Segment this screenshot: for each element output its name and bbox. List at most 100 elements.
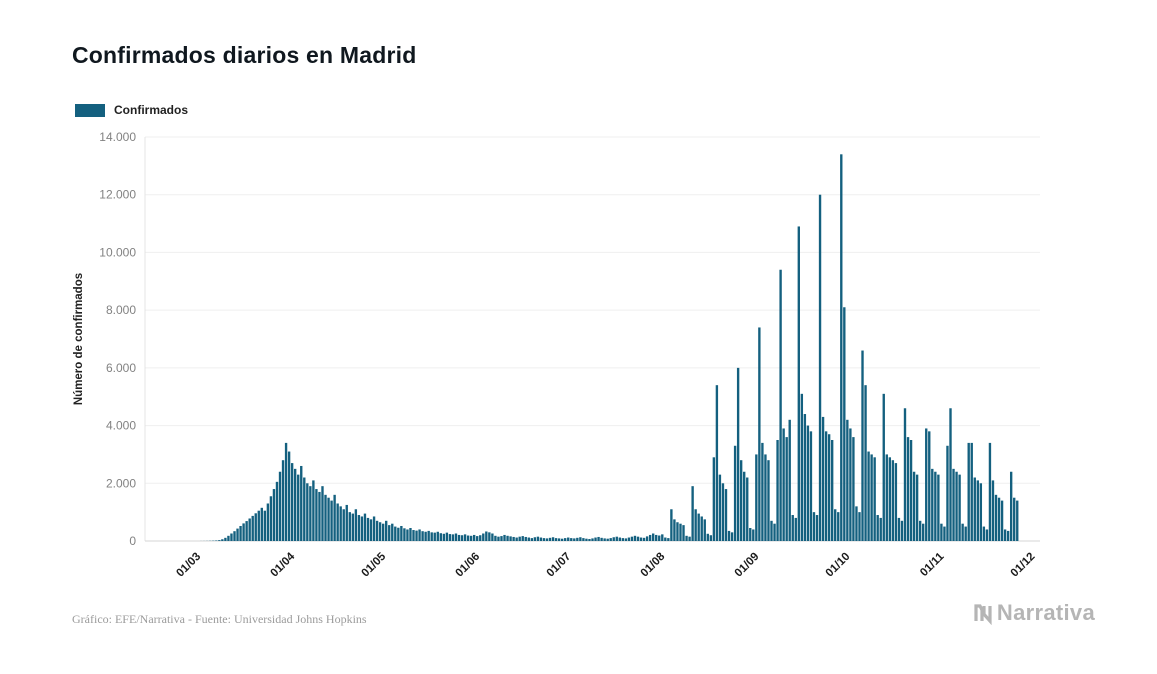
bar[interactable] [318, 491, 321, 541]
bar[interactable] [284, 442, 288, 541]
bar[interactable] [645, 536, 649, 541]
bar[interactable] [1003, 529, 1007, 541]
bar[interactable] [327, 497, 330, 541]
bar[interactable] [624, 538, 628, 541]
bar[interactable] [797, 226, 800, 541]
bar[interactable] [263, 510, 267, 541]
bar[interactable] [515, 537, 518, 541]
bar[interactable] [661, 534, 664, 541]
bar[interactable] [664, 537, 667, 541]
bar[interactable] [633, 535, 637, 541]
bar[interactable] [497, 536, 500, 541]
legend-item-confirmados[interactable]: Confirmados [75, 103, 188, 117]
bar[interactable] [530, 538, 534, 541]
bar[interactable] [451, 534, 455, 541]
bar[interactable] [482, 533, 485, 542]
bar[interactable] [837, 512, 840, 541]
bar[interactable] [934, 471, 937, 541]
bar[interactable] [888, 457, 892, 541]
bar[interactable] [867, 451, 870, 541]
bar[interactable] [703, 519, 706, 541]
bar[interactable] [260, 507, 263, 541]
bar[interactable] [215, 540, 218, 541]
bar[interactable] [521, 536, 524, 541]
bar[interactable] [385, 520, 388, 541]
bar[interactable] [360, 516, 364, 541]
bar[interactable] [579, 537, 582, 541]
bar[interactable] [879, 517, 882, 541]
bar[interactable] [597, 536, 600, 541]
bar[interactable] [448, 534, 452, 541]
bar[interactable] [463, 534, 467, 541]
bar[interactable] [718, 474, 722, 541]
bar[interactable] [227, 535, 230, 541]
bar[interactable] [560, 538, 564, 541]
bar[interactable] [767, 460, 770, 541]
bar[interactable] [991, 480, 995, 541]
bar[interactable] [922, 523, 925, 541]
bar[interactable] [770, 520, 773, 541]
bar[interactable] [746, 477, 749, 541]
bar[interactable] [381, 523, 385, 541]
bar[interactable] [439, 533, 442, 541]
bar[interactable] [418, 529, 421, 541]
bar[interactable] [333, 494, 336, 541]
bar[interactable] [506, 535, 509, 541]
bar[interactable] [897, 517, 901, 541]
bar[interactable] [727, 530, 731, 541]
bar[interactable] [670, 509, 673, 541]
bar[interactable] [630, 536, 634, 541]
bar[interactable] [915, 474, 919, 541]
bar[interactable] [621, 538, 625, 541]
bar[interactable] [366, 517, 370, 541]
bar[interactable] [345, 504, 348, 541]
bar[interactable] [679, 523, 682, 541]
bar[interactable] [281, 460, 285, 541]
bar[interactable] [221, 539, 224, 541]
bar[interactable] [803, 414, 807, 541]
bar[interactable] [791, 515, 794, 541]
bar[interactable] [218, 540, 221, 541]
bar[interactable] [806, 425, 810, 541]
bar[interactable] [239, 525, 242, 541]
bar[interactable] [309, 486, 312, 541]
bar[interactable] [518, 536, 521, 541]
bar[interactable] [554, 538, 558, 541]
bar[interactable] [570, 538, 573, 541]
bar[interactable] [494, 535, 497, 541]
bar[interactable] [903, 408, 907, 541]
bar[interactable] [997, 497, 1001, 541]
bar[interactable] [785, 437, 788, 541]
bar[interactable] [697, 513, 700, 541]
bar[interactable] [391, 523, 394, 541]
bar[interactable] [691, 486, 694, 541]
bar[interactable] [363, 513, 367, 541]
bar[interactable] [724, 489, 728, 541]
bar[interactable] [979, 483, 983, 541]
bar[interactable] [800, 393, 804, 541]
bar[interactable] [967, 442, 970, 541]
bar[interactable] [712, 457, 716, 541]
bar[interactable] [576, 537, 579, 541]
bar[interactable] [603, 538, 606, 541]
bar[interactable] [606, 538, 609, 541]
bar[interactable] [297, 474, 300, 541]
bar[interactable] [591, 538, 594, 541]
bar[interactable] [403, 528, 406, 541]
bar[interactable] [351, 513, 355, 541]
bar[interactable] [567, 537, 570, 541]
bar[interactable] [809, 431, 813, 541]
bar[interactable] [821, 416, 825, 541]
bar[interactable] [454, 533, 458, 542]
bar[interactable] [306, 483, 309, 541]
bar[interactable] [864, 385, 867, 541]
bar[interactable] [642, 537, 646, 541]
bar[interactable] [931, 468, 934, 541]
bar[interactable] [685, 535, 688, 541]
bar[interactable] [730, 532, 734, 541]
bar[interactable] [369, 519, 373, 541]
bar[interactable] [445, 532, 449, 541]
bar[interactable] [242, 523, 245, 541]
bar[interactable] [1000, 500, 1004, 541]
bar[interactable] [612, 537, 615, 541]
